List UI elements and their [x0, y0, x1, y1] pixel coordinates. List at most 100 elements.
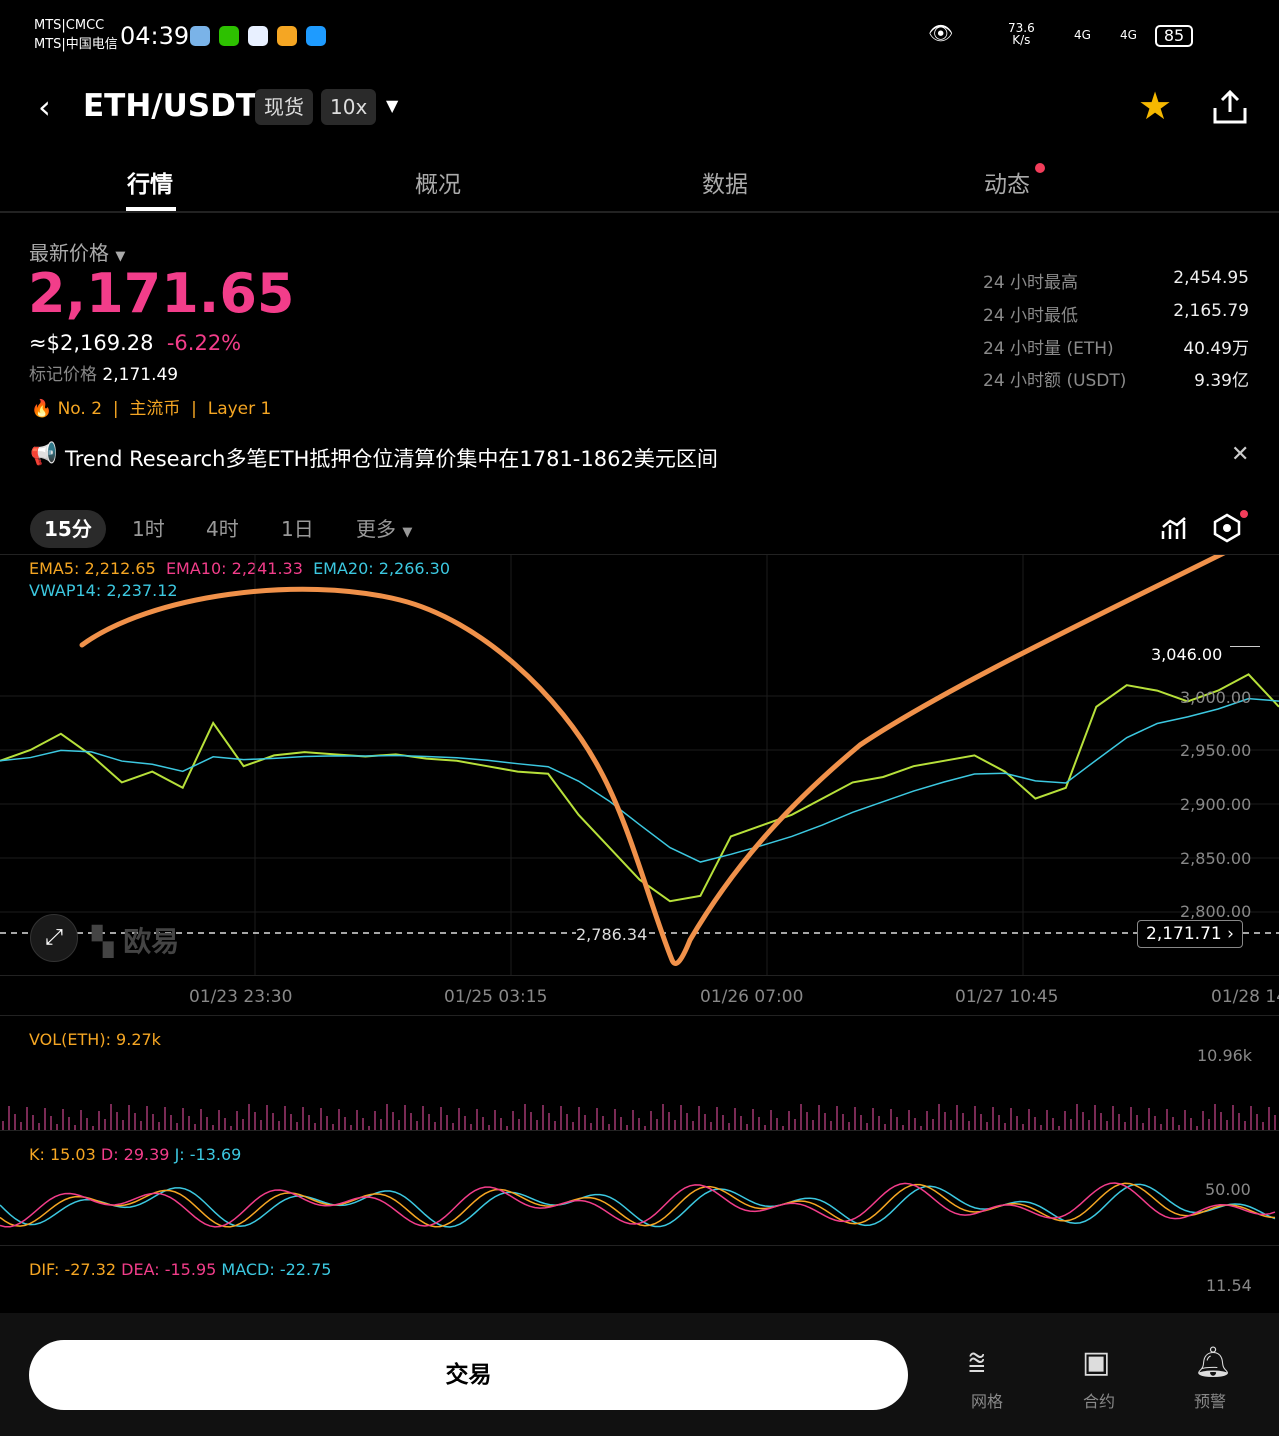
volume-bar: [932, 1119, 934, 1130]
candlestick-chart[interactable]: [0, 555, 1279, 1015]
x-tick: 01/23 23:30: [189, 987, 293, 1007]
trade-button[interactable]: 交易: [29, 1340, 908, 1410]
volume-bar: [986, 1122, 988, 1130]
tab-feed[interactable]: 动态: [984, 172, 1030, 198]
ema-line: [0, 697, 1279, 863]
contract-icon[interactable]: ▣: [1082, 1345, 1111, 1380]
usd-price: ≈$2,169.28: [29, 331, 154, 355]
pair-title[interactable]: ETH/USDT: [83, 88, 257, 124]
volume-bar: [974, 1106, 976, 1130]
volume-bar: [770, 1110, 772, 1130]
fullscreen-icon[interactable]: ⤢: [30, 914, 78, 962]
volume-bar: [884, 1124, 886, 1130]
volume-bar: [902, 1125, 904, 1130]
grid-button[interactable]: 网格: [971, 1392, 1004, 1411]
watermark-text: 欧易: [123, 925, 180, 958]
volume-bar: [716, 1107, 718, 1130]
volume-bar: [236, 1111, 238, 1130]
volume-bar: [560, 1106, 562, 1130]
timeframe-more[interactable]: 更多 ▼: [356, 517, 413, 541]
timeframe-1d[interactable]: 1日: [281, 517, 314, 541]
volume-bar: [524, 1104, 526, 1130]
volume-bar: [1082, 1112, 1084, 1130]
volume-legend: VOL(ETH): 9.27k: [29, 1030, 161, 1049]
ema20-legend: EMA20: 2,266.30: [313, 559, 451, 578]
timeframe-4h[interactable]: 4时: [206, 517, 239, 541]
volume-bar: [56, 1124, 58, 1130]
spot-tag: 现货: [255, 89, 313, 125]
volume-bar: [1184, 1110, 1186, 1130]
last-price: 2,171.65: [28, 262, 295, 325]
volume-bar: [1238, 1113, 1240, 1130]
volume-bar: [248, 1104, 250, 1130]
current-price-button[interactable]: 2,171.71 ›: [1137, 920, 1243, 948]
carrier-2: MTS|中国电信: [34, 37, 118, 52]
volume-bar: [1166, 1109, 1168, 1130]
volume-bar: [800, 1104, 802, 1130]
volume-bar: [296, 1122, 298, 1130]
volume-bar: [428, 1114, 430, 1130]
volume-bar: [818, 1105, 820, 1130]
volume-bar: [278, 1121, 280, 1130]
volume-bar: [1130, 1107, 1132, 1130]
carrier-1: MTS|CMCC: [34, 18, 105, 33]
share-icon[interactable]: [1211, 88, 1249, 126]
volume-bar: [530, 1112, 532, 1130]
price-type-select[interactable]: 最新价格 ▼: [29, 241, 126, 265]
divider: [0, 554, 1279, 555]
volume-bar: [830, 1121, 832, 1130]
news-ticker[interactable]: Trend Research多笔ETH抵押仓位清算价集中在1781-1862美元…: [65, 447, 718, 471]
stat-label: 24 小时最低: [983, 306, 1079, 326]
bell-icon[interactable]: 🔔︎: [1194, 1345, 1233, 1380]
coin-tags[interactable]: 🔥 No. 2 | 主流币 | Layer 1: [31, 399, 272, 419]
volume-bar: [1250, 1106, 1252, 1130]
timeframe-15m[interactable]: 15分: [30, 510, 106, 548]
volume-bar: [1106, 1121, 1108, 1130]
volume-bar: [794, 1119, 796, 1130]
star-icon[interactable]: ★: [1138, 84, 1173, 128]
dif-legend: DIF: -27.32: [29, 1260, 117, 1279]
timeframe-1h[interactable]: 1时: [132, 517, 165, 541]
volume-bar: [722, 1115, 724, 1130]
close-icon[interactable]: ✕: [1231, 442, 1250, 467]
x-tick: 01/27 10:45: [955, 987, 1059, 1007]
low-label: 2,786.34: [576, 925, 648, 944]
volume-bar: [848, 1122, 850, 1130]
back-icon[interactable]: ‹: [38, 88, 51, 126]
volume-bar: [38, 1123, 40, 1130]
volume-bar: [938, 1104, 940, 1130]
chevron-down-icon[interactable]: ▼: [386, 96, 399, 115]
alert-button[interactable]: 预警: [1194, 1392, 1227, 1411]
volume-bar: [314, 1123, 316, 1130]
leverage-tag[interactable]: 10x: [321, 89, 377, 125]
volume-bar: [1268, 1107, 1270, 1130]
vwap-legend: VWAP14: 2,237.12: [29, 581, 178, 600]
volume-bar: [308, 1115, 310, 1130]
stat-value: 40.49万: [1183, 339, 1249, 359]
settings-icon[interactable]: [1212, 513, 1242, 543]
volume-bar: [992, 1107, 994, 1130]
stat-label: 24 小时量 (ETH): [983, 339, 1114, 359]
volume-bar: [878, 1116, 880, 1130]
ema10-legend: EMA10: 2,241.33: [165, 559, 303, 578]
volume-bar: [356, 1110, 358, 1130]
volume-bar: [674, 1120, 676, 1130]
grid-icon[interactable]: ⩰: [968, 1345, 986, 1380]
indicator-icon[interactable]: [1160, 515, 1188, 543]
tab-overview[interactable]: 概况: [415, 172, 461, 198]
volume-bar: [1154, 1116, 1156, 1130]
volume-bar: [944, 1112, 946, 1130]
volume-bar: [320, 1108, 322, 1130]
volume-bar: [536, 1120, 538, 1130]
volume-bar: [14, 1114, 16, 1130]
volume-bar: [62, 1109, 64, 1130]
volume-bar: [1118, 1114, 1120, 1130]
contract-button[interactable]: 合约: [1083, 1392, 1116, 1411]
volume-bar: [260, 1120, 262, 1130]
tab-data[interactable]: 数据: [702, 172, 748, 198]
volume-bar: [284, 1106, 286, 1130]
mark-price: 2,171.49: [102, 365, 179, 385]
tab-market[interactable]: 行情: [127, 172, 173, 198]
j-legend: J: -13.69: [174, 1145, 242, 1164]
volume-bar: [500, 1118, 502, 1130]
